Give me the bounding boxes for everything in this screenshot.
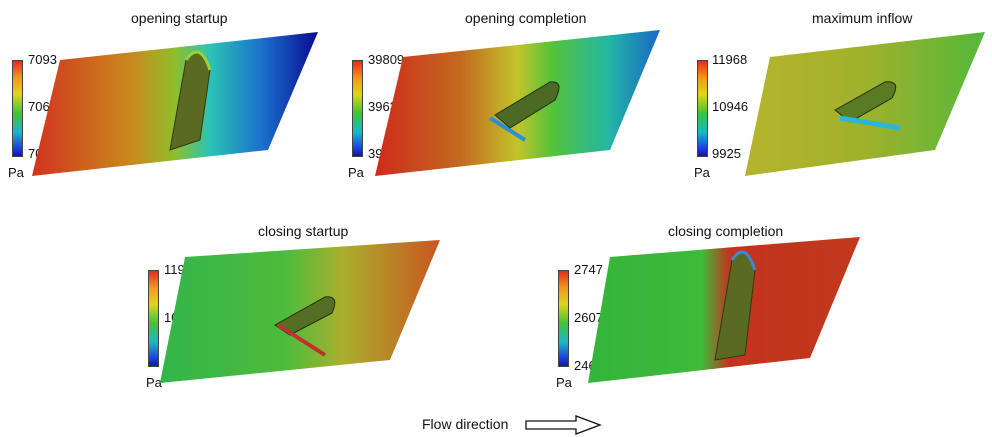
color-bar [148,270,159,367]
color-bar [352,60,363,157]
color-bar-unit: Pa [348,165,364,180]
flow-direction-label: Flow direction [422,416,509,432]
panel-title: opening startup [131,10,228,26]
panel-title: maximum inflow [812,10,913,26]
color-bar [12,60,23,157]
color-bar [558,270,569,367]
pressure-plane [32,32,318,176]
panel-closing-startup: closing startup 119 100 82 Pa [140,215,480,390]
panel-opening-startup: opening startup 7093 7062 7031 Pa [0,0,330,200]
color-bar-max: 7093 [28,52,57,67]
color-bar-unit: Pa [8,165,24,180]
color-bar [697,60,708,157]
panel-closing-completion: closing completion 2747 2607 2466 Pa [550,215,890,390]
color-bar-max: 119 [164,262,185,277]
color-bar-unit: Pa [146,375,162,390]
pressure-plane [745,32,985,176]
color-bar-unit: Pa [694,165,710,180]
panel-title: opening completion [465,10,587,26]
pressure-plane [160,240,440,383]
color-bar-mid: 2607 [574,310,603,325]
color-bar-unit: Pa [556,375,572,390]
panel-title: closing completion [668,223,784,239]
panel-opening-completion: opening completion 39809 39633 39457 Pa [340,0,670,200]
pressure-plane [588,237,860,383]
color-bar-min: 9925 [712,146,741,161]
panel-maximum-inflow: maximum inflow 11968 10946 9925 Pa [680,0,992,200]
flow-arrow-icon [525,415,602,435]
color-bar-max: 2747 [574,262,603,277]
color-bar-max: 11968 [712,52,748,67]
color-bar-mid: 10946 [712,99,749,114]
color-bar-max: 39809 [368,52,405,67]
panel-title: closing startup [258,223,349,239]
pressure-plane [375,30,660,176]
